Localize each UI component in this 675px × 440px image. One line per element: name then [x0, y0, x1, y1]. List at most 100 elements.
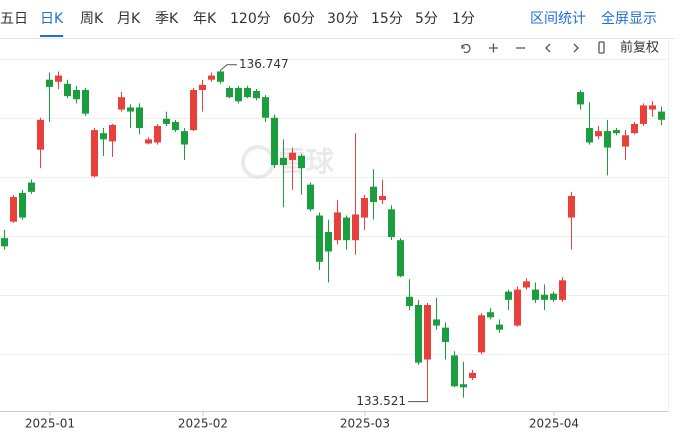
- period-tab[interactable]: 30分: [327, 11, 359, 27]
- candle-body: [397, 240, 404, 277]
- action-button[interactable]: 区间统计: [530, 11, 586, 27]
- adjust-button[interactable]: 前复权: [620, 40, 659, 56]
- min-label: 133.521: [356, 394, 406, 408]
- candle-body: [631, 123, 638, 134]
- period-tab[interactable]: 五日: [0, 11, 28, 27]
- candle-body: [136, 107, 143, 129]
- period-tab[interactable]: 周K: [80, 11, 104, 27]
- candle-body: [307, 184, 314, 210]
- period-tab[interactable]: 季K: [155, 11, 179, 27]
- max-label: 136.747: [239, 57, 289, 71]
- right-icon[interactable]: [573, 43, 579, 53]
- period-tab[interactable]: 60分: [283, 11, 315, 27]
- candle-body: [145, 139, 152, 144]
- candle-body: [28, 182, 35, 192]
- candle-body: [46, 79, 53, 87]
- period-tab[interactable]: 120分: [230, 11, 271, 27]
- candle-body: [109, 124, 116, 142]
- watermark: 雪球: [241, 145, 335, 179]
- candle-body: [586, 128, 593, 143]
- candle-body: [406, 296, 413, 307]
- candle-body: [325, 231, 332, 252]
- watermark-text: 雪球: [278, 145, 335, 178]
- candle-body: [82, 89, 89, 114]
- left-icon[interactable]: [545, 43, 551, 53]
- x-tick-label: 2025-02: [178, 417, 228, 431]
- candle-body: [217, 71, 224, 82]
- candle-body: [433, 319, 440, 326]
- candle-body: [1, 238, 8, 247]
- candle-body: [649, 105, 656, 110]
- candle-body: [334, 212, 341, 241]
- watermark-logo: [241, 145, 275, 179]
- undo-icon[interactable]: [461, 43, 471, 54]
- candle-body: [91, 130, 98, 177]
- candle-body: [577, 92, 584, 105]
- max-pointer: [220, 64, 237, 71]
- period-tab[interactable]: 年K: [193, 11, 217, 27]
- candle-body: [559, 280, 566, 300]
- candle-body: [64, 83, 71, 97]
- period-tab[interactable]: 15分: [371, 11, 403, 27]
- candle-body: [532, 289, 539, 300]
- period-tab[interactable]: 月K: [117, 11, 141, 27]
- action-button[interactable]: 全屏显示: [601, 10, 657, 27]
- candle-body: [316, 215, 323, 262]
- candle-body: [127, 107, 134, 112]
- candle-body: [271, 117, 278, 166]
- candle-body: [361, 198, 368, 218]
- candle-body: [199, 84, 206, 90]
- candle-body: [550, 293, 557, 300]
- candle-body: [226, 87, 233, 98]
- reset-icon[interactable]: [598, 41, 605, 54]
- period-tab[interactable]: 日K: [40, 11, 64, 27]
- candle-body: [424, 305, 431, 360]
- candle-body: [118, 97, 125, 110]
- candle-body: [415, 305, 422, 363]
- candle-body: [235, 87, 242, 102]
- candle-body: [568, 195, 575, 218]
- candle-body: [469, 372, 476, 379]
- tool-icons: [461, 41, 605, 54]
- candle-body: [541, 294, 548, 300]
- candle-body: [280, 157, 287, 166]
- zoom-in-icon[interactable]: [489, 43, 498, 53]
- candle-body: [370, 186, 377, 203]
- candle-body: [190, 89, 197, 131]
- candle-body: [595, 131, 602, 137]
- candle-body: [55, 75, 62, 82]
- candle-body: [496, 324, 503, 330]
- candle-body: [442, 327, 449, 343]
- candle-body: [298, 155, 305, 169]
- selected-underline: [40, 35, 64, 37]
- candle-body: [388, 209, 395, 238]
- candle-body: [640, 105, 647, 124]
- candle-body: [487, 312, 494, 318]
- period-tab[interactable]: 5分: [415, 11, 438, 27]
- candle-body: [460, 384, 467, 388]
- candle-body: [451, 355, 458, 387]
- candle-body: [613, 130, 620, 134]
- candle-body: [352, 214, 359, 241]
- candle-body: [37, 119, 44, 150]
- candle-body: [505, 291, 512, 300]
- candle-body: [73, 89, 80, 100]
- candle-body: [181, 131, 188, 145]
- candle-body: [100, 133, 107, 140]
- candle-body: [514, 289, 521, 326]
- period-tab[interactable]: 1分: [452, 11, 475, 27]
- candle-body: [208, 75, 215, 80]
- candle-body: [604, 131, 611, 148]
- candle-body: [658, 111, 665, 120]
- candle-body: [172, 121, 179, 131]
- x-tick-label: 2025-03: [340, 417, 390, 431]
- candle-body: [262, 97, 269, 118]
- candle-body: [163, 118, 170, 124]
- candle-body: [10, 196, 17, 222]
- candle-body: [523, 281, 530, 288]
- candle-body: [343, 217, 350, 241]
- candle-body: [289, 152, 296, 160]
- x-tick-label: 2025-01: [25, 417, 75, 431]
- candle-body: [622, 135, 629, 147]
